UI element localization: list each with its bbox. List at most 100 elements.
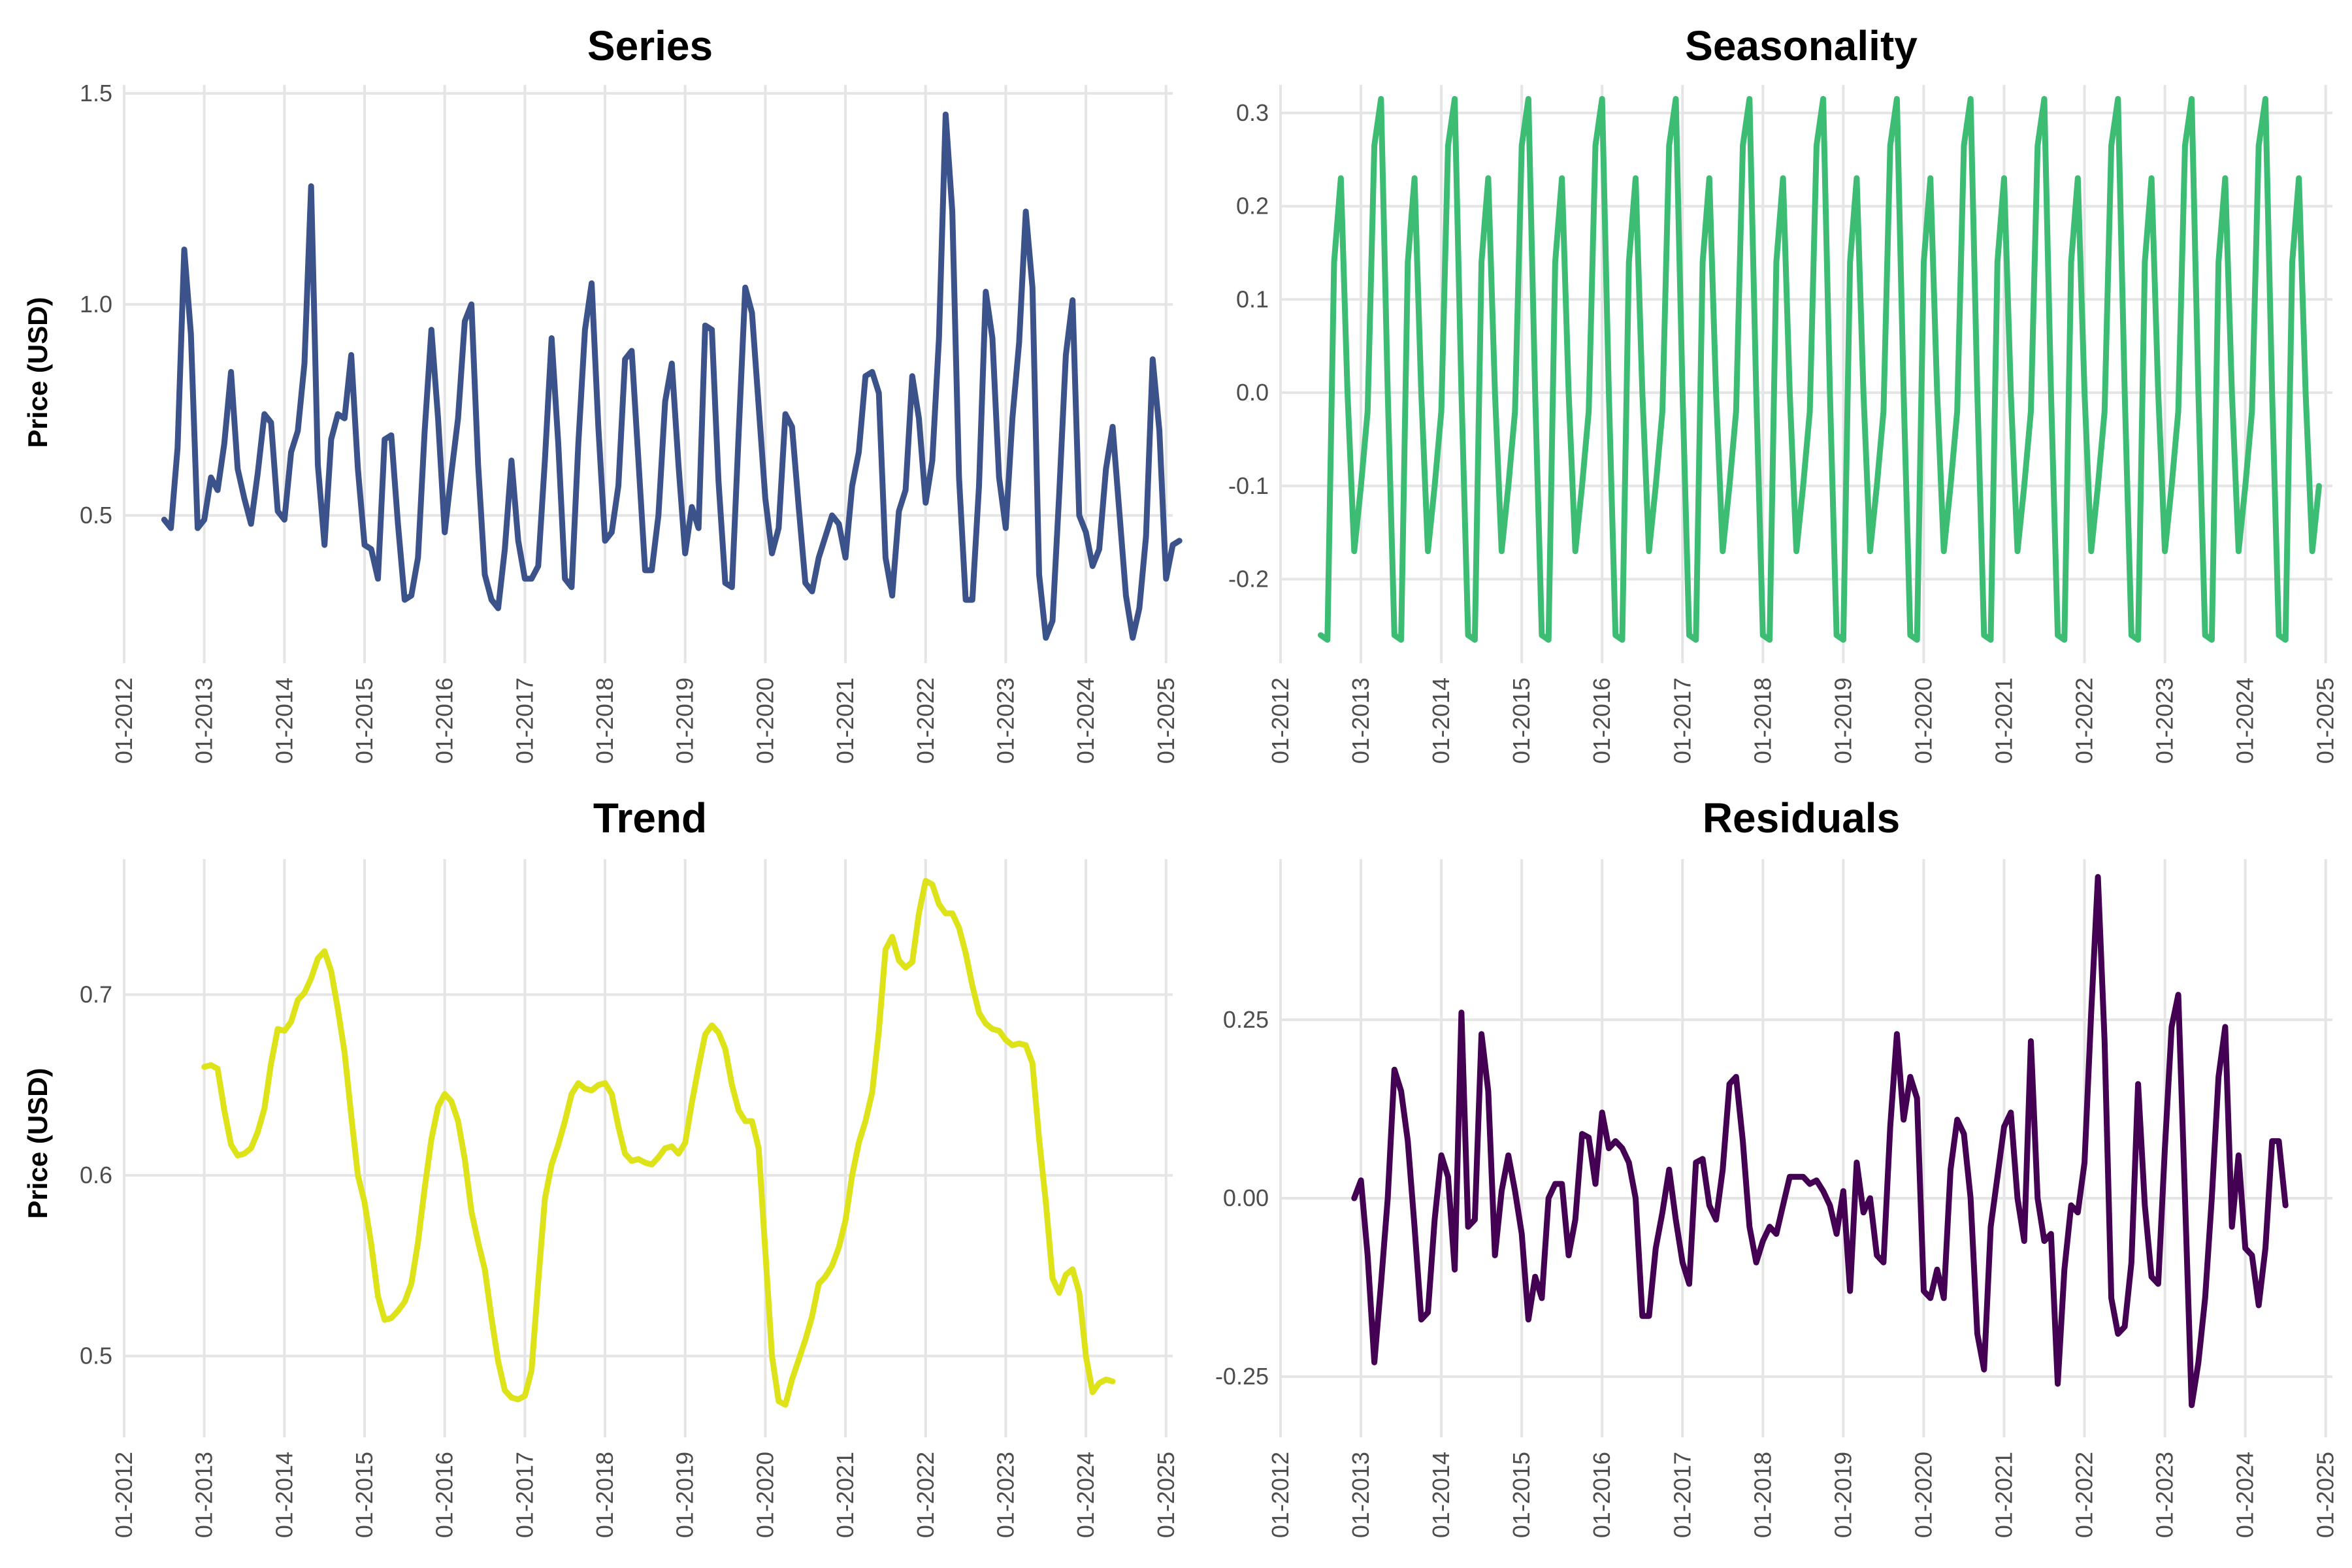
residuals-x-tick-label: 01-2016 [1588, 1452, 1615, 1538]
trend-title: Trend [593, 794, 707, 841]
seasonality-y-tick-label: 0.3 [1236, 99, 1269, 126]
residuals-x-tick-label: 01-2012 [1267, 1452, 1294, 1538]
residuals-x-tick-label: 01-2021 [1991, 1452, 2017, 1538]
seasonality-x-tick-label: 01-2023 [2151, 678, 2178, 764]
trend-x-tick-label: 01-2016 [431, 1452, 458, 1538]
series-x-tick-label: 01-2017 [511, 678, 538, 764]
series-panel: 0.51.01.501-2012 01-2013 01-2014 01-2015 01-… [22, 22, 1183, 764]
series-y-tick-label: 1.0 [80, 291, 112, 318]
trend-x-tick-label: 01-2021 [832, 1452, 858, 1538]
trend-x-tick-label: 01-2019 [672, 1452, 698, 1538]
series-x-tick-label: 01-2012 [110, 678, 137, 764]
residuals-x-tick-label: 01-2022 [2071, 1452, 2098, 1538]
series-x-axis: 01-2012 01-2013 01-2014 01-2015 01-2016 01-20… [110, 678, 1179, 764]
trend-y-axis: 0.5 0.6 0.7 [80, 981, 112, 1369]
trend-x-tick-label: 01-2023 [992, 1452, 1019, 1538]
residuals-y-axis: -0.25 0.00 0.25 [1215, 1006, 1269, 1390]
trend-x-tick-label: 01-2012 [110, 1452, 137, 1538]
trend-y-tick-label: 0.7 [80, 981, 112, 1007]
trend-x-tick-label: 01-2017 [511, 1452, 538, 1538]
residuals-x-tick-label: 01-2014 [1428, 1452, 1454, 1538]
series-x-tick-label: 01-2022 [912, 678, 939, 764]
seasonality-y-tick-label: 0.1 [1236, 286, 1269, 312]
trend-x-tick-label: 01-2014 [270, 1452, 297, 1538]
residuals-x-tick-label: 01-2015 [1508, 1452, 1535, 1538]
series-line [161, 111, 1183, 641]
series-x-tick-label: 01-2016 [431, 678, 458, 764]
seasonality-grid [1279, 85, 2332, 663]
series-x-tick-label: 01-2015 [351, 678, 378, 764]
seasonality-x-tick-label: 01-2017 [1669, 678, 1695, 764]
seasonality-x-tick-label: 01-2016 [1588, 678, 1615, 764]
residuals-x-tick-label: 01-2018 [1749, 1452, 1776, 1538]
residuals-x-tick-label: 01-2023 [2151, 1452, 2178, 1538]
series-x-tick-label: 01-2023 [992, 678, 1019, 764]
seasonality-y-tick-label: -0.1 [1228, 472, 1269, 499]
seasonality-x-tick-label: 01-2015 [1508, 678, 1535, 764]
trend-x-tick-label: 01-2022 [912, 1452, 939, 1538]
seasonality-x-tick-label: 01-2014 [1428, 678, 1454, 764]
series-x-tick-label: 01-2024 [1072, 678, 1099, 764]
seasonality-x-tick-label: 01-2020 [1910, 678, 1936, 764]
residuals-x-tick-label: 01-2025 [2312, 1452, 2339, 1538]
series-x-tick-label: 01-2020 [751, 678, 778, 764]
series-y-tick-label: 0.5 [80, 502, 112, 529]
seasonality-y-tick-label: -0.2 [1228, 566, 1269, 593]
seasonality-x-tick-label: 01-2019 [1829, 678, 1856, 764]
residuals-y-tick-label: 0.25 [1223, 1006, 1269, 1033]
trend-x-tick-label: 01-2020 [751, 1452, 778, 1538]
residuals-x-tick-label: 01-2019 [1829, 1452, 1856, 1538]
trend-x-axis: 01-2012 01-2013 01-2014 01-2015 01-2016 01-20… [110, 1452, 1179, 1538]
seasonality-title: Seasonality [1685, 22, 1918, 69]
residuals-y-tick-label: -0.25 [1215, 1363, 1269, 1390]
series-x-tick-label: 01-2013 [191, 678, 218, 764]
series-title: Series [587, 22, 713, 69]
trend-plot: 0.50.60.701-2012 01-2013 01-2014 01-2015 01-… [80, 859, 1179, 1538]
trend-panel: 0.50.60.701-2012 01-2013 01-2014 01-2015 01-… [22, 794, 1179, 1538]
seasonality-y-tick-label: 0.0 [1236, 379, 1269, 406]
series-y-tick-label: 1.5 [80, 80, 112, 106]
series-x-tick-label: 01-2014 [270, 678, 297, 764]
seasonality-plot: -0.2-0.10.00.10.20.301-2012 01-2013 01-201… [1228, 85, 2339, 764]
seasonality-panel: -0.2-0.10.00.10.20.301-2012 01-2013 01-201… [1228, 22, 2339, 764]
residuals-x-axis: 01-2012 01-2013 01-2014 01-2015 01-2016 01-20… [1267, 1452, 2339, 1538]
residuals-x-tick-label: 01-2020 [1910, 1452, 1936, 1538]
trend-x-tick-label: 01-2018 [591, 1452, 618, 1538]
trend-y-tick-label: 0.6 [80, 1162, 112, 1188]
trend-x-tick-label: 01-2015 [351, 1452, 378, 1538]
series-plot: 0.51.01.501-2012 01-2013 01-2014 01-2015 01-… [80, 80, 1183, 764]
seasonality-x-tick-label: 01-2013 [1347, 678, 1374, 764]
seasonality-y-axis: -0.2 -0.1 0.0 0.1 0.2 0.3 [1228, 99, 1269, 593]
seasonality-x-tick-label: 01-2021 [1991, 678, 2017, 764]
trend-x-tick-label: 01-2024 [1072, 1452, 1099, 1538]
residuals-x-tick-label: 01-2024 [2232, 1452, 2259, 1538]
seasonality-x-tick-label: 01-2022 [2071, 678, 2098, 764]
residuals-x-tick-label: 01-2013 [1347, 1452, 1374, 1538]
trend-x-tick-label: 01-2025 [1152, 1452, 1179, 1538]
series-y-axis: 0.5 1.0 1.5 [80, 80, 112, 529]
seasonality-x-tick-label: 01-2024 [2232, 678, 2259, 764]
residuals-x-tick-label: 01-2017 [1669, 1452, 1695, 1538]
trend-y-tick-label: 0.5 [80, 1343, 112, 1369]
residuals-title: Residuals [1703, 794, 1900, 841]
seasonality-x-tick-label: 01-2012 [1267, 678, 1294, 764]
residuals-grid [1279, 859, 2332, 1437]
series-x-tick-label: 01-2025 [1152, 678, 1179, 764]
seasonality-y-tick-label: 0.2 [1236, 193, 1269, 220]
trend-x-tick-label: 01-2013 [191, 1452, 218, 1538]
series-y-axis-title: Price (USD) [22, 297, 53, 448]
seasonality-x-axis: 01-2012 01-2013 01-2014 01-2015 01-2016 01-20… [1267, 678, 2339, 764]
series-x-tick-label: 01-2019 [672, 678, 698, 764]
residuals-y-tick-label: 0.00 [1223, 1184, 1269, 1211]
trend-y-axis-title: Price (USD) [22, 1068, 53, 1218]
trend-line [201, 877, 1116, 1408]
seasonality-line [1318, 95, 2322, 643]
trend-grid [123, 859, 1173, 1437]
series-x-tick-label: 01-2018 [591, 678, 618, 764]
seasonality-x-tick-label: 01-2018 [1749, 678, 1776, 764]
series-x-tick-label: 01-2021 [832, 678, 858, 764]
residuals-line [1351, 874, 2289, 1409]
